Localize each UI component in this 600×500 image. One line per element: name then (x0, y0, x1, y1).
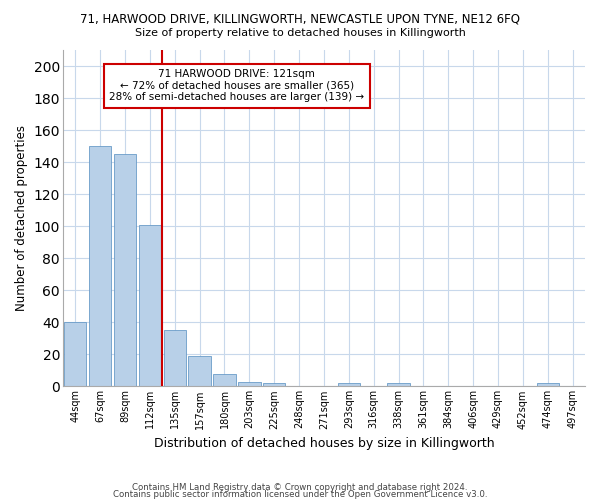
Text: Contains public sector information licensed under the Open Government Licence v3: Contains public sector information licen… (113, 490, 487, 499)
Text: 71, HARWOOD DRIVE, KILLINGWORTH, NEWCASTLE UPON TYNE, NE12 6FQ: 71, HARWOOD DRIVE, KILLINGWORTH, NEWCAST… (80, 12, 520, 26)
Bar (64, 322, 86, 386)
Text: Size of property relative to detached houses in Killingworth: Size of property relative to detached ho… (134, 28, 466, 38)
Bar (139, 224, 161, 386)
X-axis label: Distribution of detached houses by size in Killingworth: Distribution of detached houses by size … (154, 437, 494, 450)
Text: Contains HM Land Registry data © Crown copyright and database right 2024.: Contains HM Land Registry data © Crown c… (132, 484, 468, 492)
Bar (213, 374, 236, 386)
Bar (338, 383, 360, 386)
Bar (164, 330, 186, 386)
Text: 71 HARWOOD DRIVE: 121sqm
← 72% of detached houses are smaller (365)
28% of semi-: 71 HARWOOD DRIVE: 121sqm ← 72% of detach… (109, 69, 364, 102)
Bar (114, 154, 136, 386)
Bar (238, 382, 260, 386)
Bar (89, 146, 112, 386)
Y-axis label: Number of detached properties: Number of detached properties (15, 125, 28, 311)
Bar (263, 383, 286, 386)
Bar (388, 383, 410, 386)
Bar (536, 383, 559, 386)
Bar (188, 356, 211, 386)
